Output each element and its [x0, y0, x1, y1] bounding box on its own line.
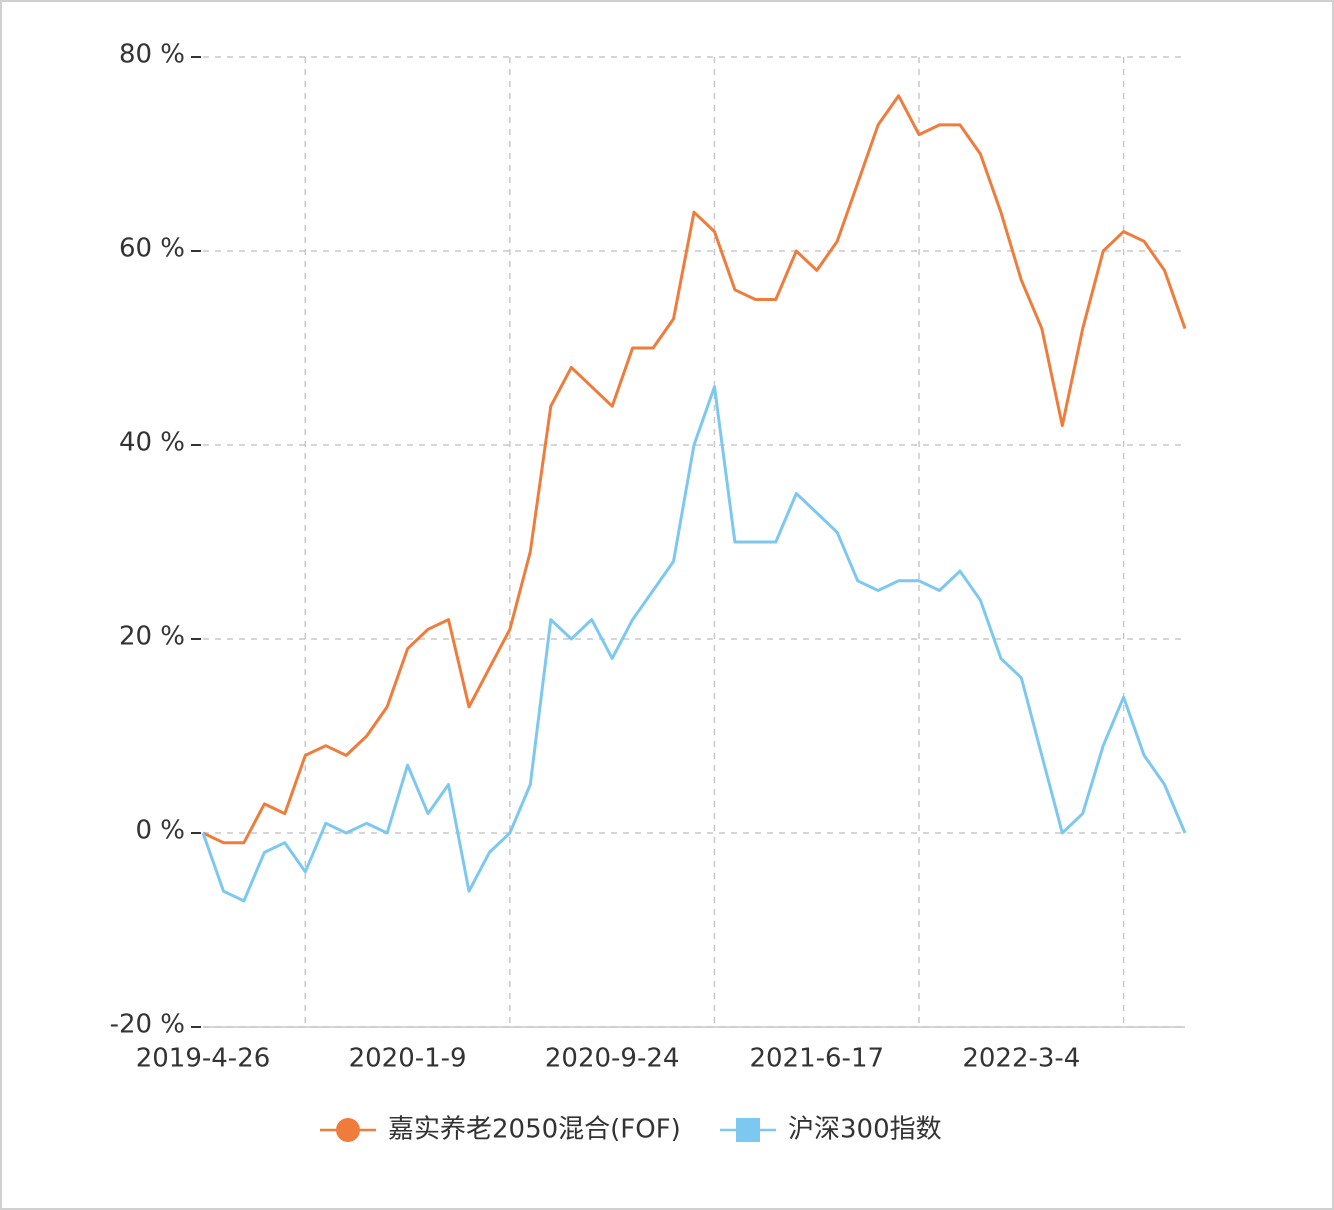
y-tick-label: 0 % [135, 816, 185, 846]
series-line [202, 94, 1187, 845]
y-tick-label: -20 % [110, 1010, 185, 1040]
x-tick-label: 2020-1-9 [349, 1044, 467, 1074]
series-line [201, 385, 1187, 903]
y-tick-label: 80 % [119, 40, 185, 70]
legend-symbol [336, 1118, 360, 1142]
x-tick-label: 2021-6-17 [749, 1044, 884, 1074]
y-tick-label: 20 % [119, 622, 185, 652]
y-tick-label: 60 % [119, 234, 185, 264]
legend-item: 沪深300指数 [720, 1115, 942, 1145]
legend-label: 嘉实养老2050混合(FOF) [388, 1115, 681, 1145]
y-tick-label: 40 % [119, 428, 185, 458]
x-tick-label: 2020-9-24 [545, 1044, 680, 1074]
x-tick-label: 2022-3-4 [962, 1044, 1080, 1074]
legend-label: 沪深300指数 [788, 1115, 942, 1145]
legend-item: 嘉实养老2050混合(FOF) [320, 1115, 681, 1145]
x-tick-label: 2019-4-26 [136, 1044, 271, 1074]
legend-symbol [736, 1118, 760, 1142]
